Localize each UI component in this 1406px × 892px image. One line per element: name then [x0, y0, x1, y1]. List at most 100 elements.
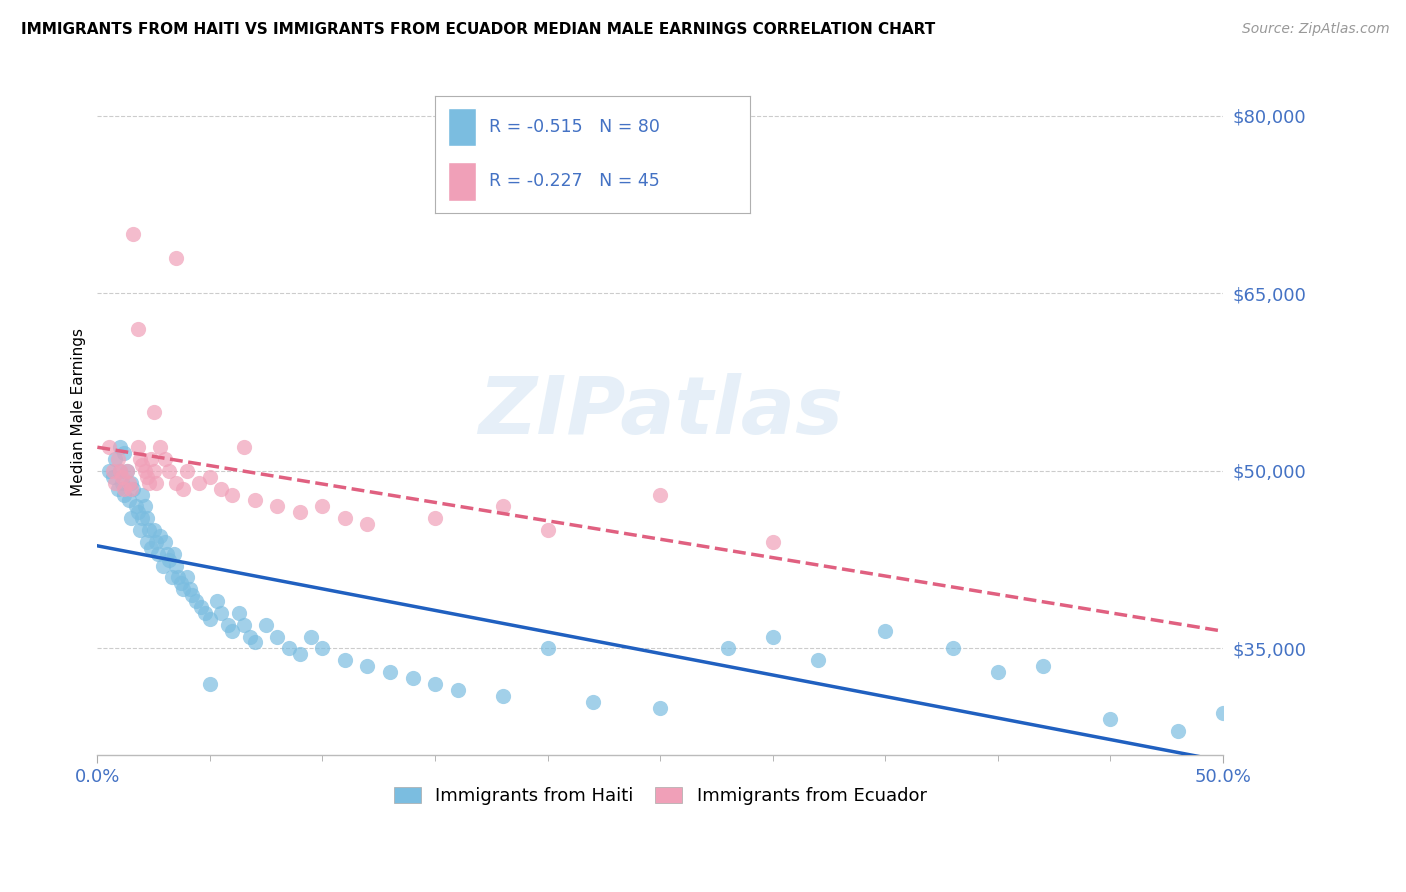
Point	[152, 558, 174, 573]
Point	[107, 482, 129, 496]
Point	[333, 511, 356, 525]
Point	[115, 464, 138, 478]
Point	[167, 570, 190, 584]
Point	[187, 475, 209, 490]
Point	[129, 452, 152, 467]
Point	[165, 475, 187, 490]
Legend: Immigrants from Haiti, Immigrants from Ecuador: Immigrants from Haiti, Immigrants from E…	[385, 778, 936, 814]
Point	[288, 648, 311, 662]
Point	[356, 517, 378, 532]
Text: ZIPatlas: ZIPatlas	[478, 373, 842, 450]
Point	[115, 464, 138, 478]
Point	[205, 594, 228, 608]
Text: IMMIGRANTS FROM HAITI VS IMMIGRANTS FROM ECUADOR MEDIAN MALE EARNINGS CORRELATIO: IMMIGRANTS FROM HAITI VS IMMIGRANTS FROM…	[21, 22, 935, 37]
Point	[129, 523, 152, 537]
Point	[266, 630, 288, 644]
Point	[142, 464, 165, 478]
Point	[153, 452, 176, 467]
Point	[198, 612, 221, 626]
Point	[104, 475, 127, 490]
Point	[149, 529, 172, 543]
Point	[217, 617, 239, 632]
Point	[288, 505, 311, 519]
Point	[131, 511, 153, 525]
Point	[221, 624, 243, 638]
Point	[120, 475, 142, 490]
Point	[650, 700, 672, 714]
Point	[266, 500, 288, 514]
Point	[401, 671, 423, 685]
Point	[127, 440, 149, 454]
Point	[311, 500, 333, 514]
Point	[491, 689, 513, 703]
Point	[127, 322, 149, 336]
Point	[163, 547, 186, 561]
Point	[311, 641, 333, 656]
Point	[153, 534, 176, 549]
Point	[111, 470, 134, 484]
Point	[190, 599, 212, 614]
Point	[717, 641, 740, 656]
Point	[127, 505, 149, 519]
Point	[156, 547, 179, 561]
Point	[97, 464, 120, 478]
Text: Source: ZipAtlas.com: Source: ZipAtlas.com	[1241, 22, 1389, 37]
Point	[875, 624, 897, 638]
Point	[145, 475, 167, 490]
Point	[131, 487, 153, 501]
Point	[198, 470, 221, 484]
Point	[135, 470, 157, 484]
Point	[135, 511, 157, 525]
Point	[179, 582, 201, 597]
Point	[1032, 659, 1054, 673]
Point	[118, 475, 141, 490]
Point	[145, 534, 167, 549]
Point	[141, 452, 163, 467]
Point	[141, 541, 163, 555]
Point	[277, 641, 299, 656]
Point	[160, 570, 183, 584]
Point	[165, 558, 187, 573]
Point	[228, 606, 250, 620]
Point	[536, 641, 558, 656]
Point	[239, 630, 262, 644]
Point	[423, 677, 446, 691]
Point	[157, 464, 180, 478]
Point	[356, 659, 378, 673]
Point	[108, 464, 131, 478]
Point	[172, 482, 194, 496]
Point	[101, 470, 124, 484]
Point	[180, 588, 202, 602]
Point	[987, 665, 1010, 679]
Point	[111, 475, 134, 490]
Point	[172, 582, 194, 597]
Point	[446, 682, 468, 697]
Point	[243, 635, 266, 649]
Point	[209, 482, 232, 496]
Point	[142, 405, 165, 419]
Point	[762, 534, 785, 549]
Point	[176, 570, 198, 584]
Point	[138, 523, 160, 537]
Point	[122, 482, 145, 496]
Point	[112, 487, 135, 501]
Point	[232, 440, 254, 454]
Point	[491, 500, 513, 514]
Point	[124, 500, 146, 514]
Point	[120, 511, 142, 525]
Point	[134, 500, 156, 514]
Point	[157, 552, 180, 566]
Point	[165, 251, 187, 265]
Point	[142, 523, 165, 537]
Point	[232, 617, 254, 632]
Point	[108, 440, 131, 454]
Point	[333, 653, 356, 667]
Point	[112, 482, 135, 496]
Y-axis label: Median Male Earnings: Median Male Earnings	[72, 327, 86, 496]
Point	[118, 493, 141, 508]
Point	[176, 464, 198, 478]
Point	[423, 511, 446, 525]
Point	[97, 440, 120, 454]
Point	[169, 576, 191, 591]
Point	[134, 464, 156, 478]
